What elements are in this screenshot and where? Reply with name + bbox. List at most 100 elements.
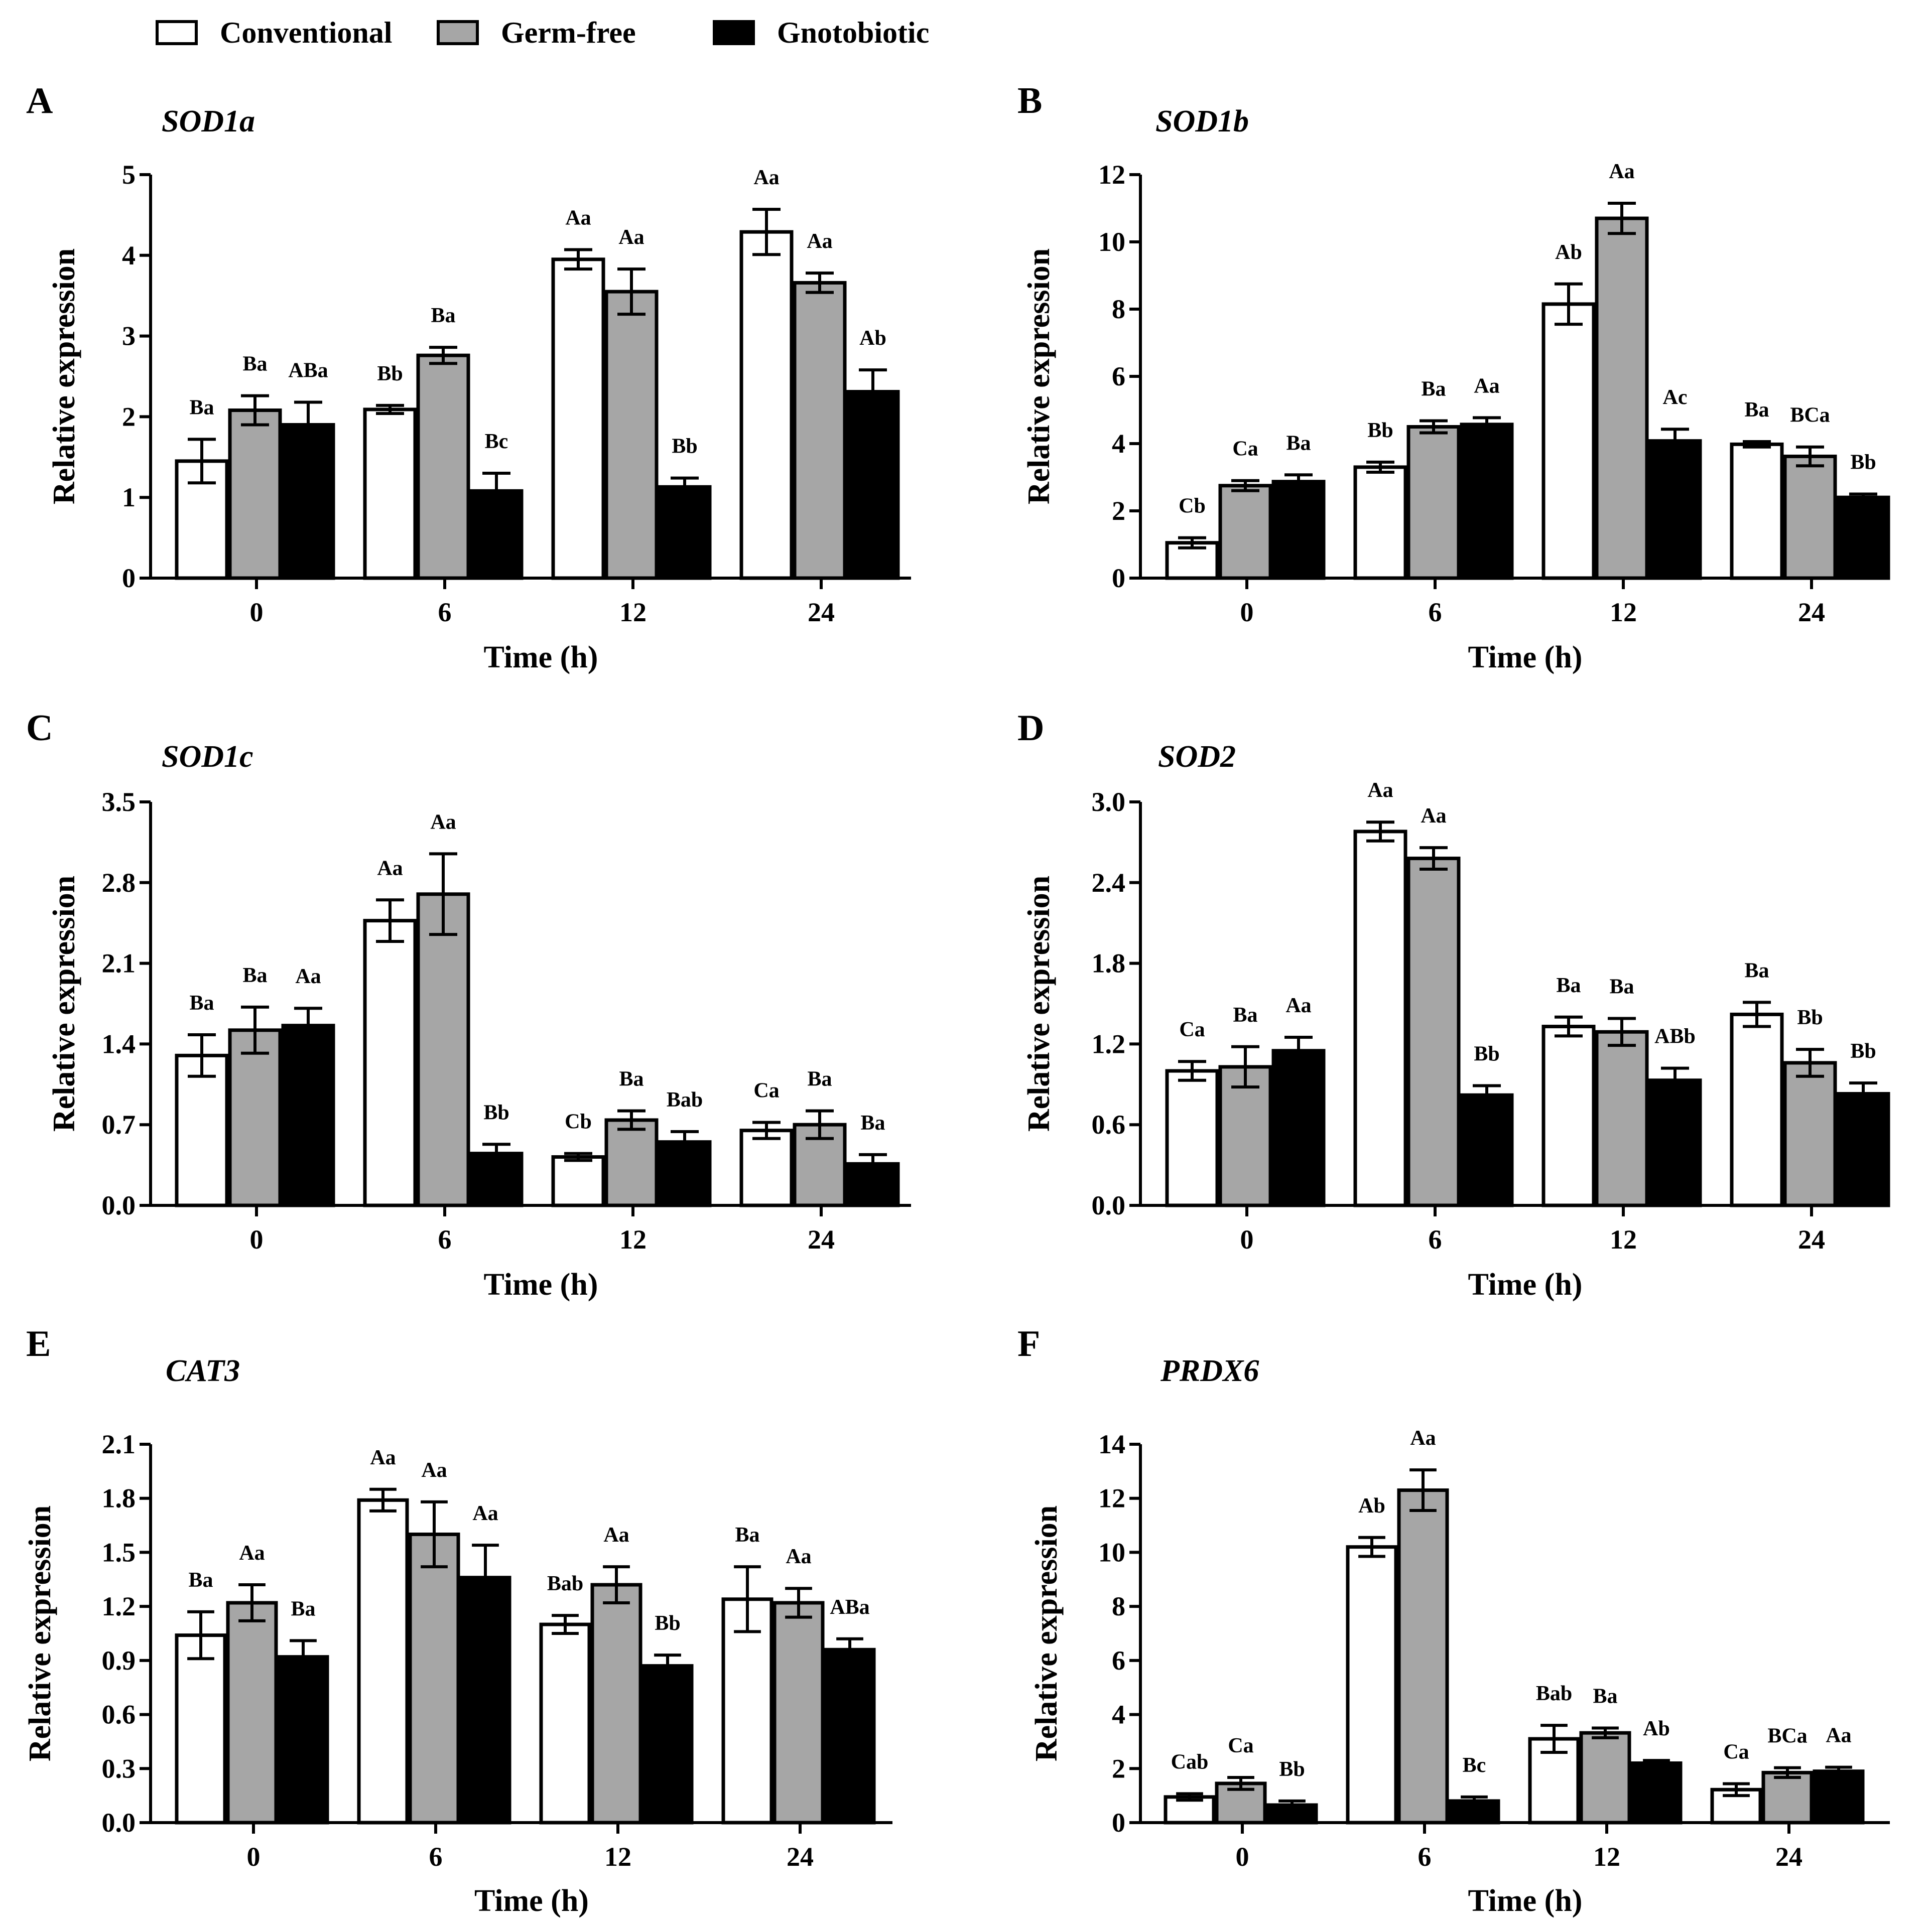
error-bar [1420,846,1448,871]
significance-label: Aa [239,1542,265,1565]
error-bar [859,1153,887,1175]
error-bar [564,248,592,271]
y-axis-title: Relative expression [1022,248,1056,504]
x-tick-label: 24 [1775,1842,1802,1872]
significance-label: Ba [188,1569,213,1592]
error-bar [1643,1759,1670,1767]
significance-label: Aa [618,226,644,249]
error-bar [1592,1726,1619,1739]
error-bar [1284,1036,1313,1066]
bar-conventional [1353,465,1407,580]
y-tick-label: 6 [1112,361,1125,391]
error-bar [1473,1084,1501,1106]
x-tick-label: 12 [619,1224,647,1255]
error-bar [1473,416,1501,433]
error-bar [369,1487,397,1512]
significance-label: Bab [667,1088,703,1112]
error-bar [1608,1017,1636,1047]
significance-label: Ba [619,1068,643,1091]
significance-label: Bb [377,362,403,385]
error-bar [671,1130,699,1154]
significance-label: Aa [430,810,456,834]
y-tick-label: 12 [1098,1483,1125,1514]
error-bar [1366,820,1394,843]
significance-label: Aa [753,166,779,189]
significance-label: Bc [1463,1754,1486,1777]
bar-conventional [363,407,417,580]
y-tick-label: 0.7 [102,1110,136,1140]
bar-germ-free [1406,857,1461,1207]
bar-gnotobiotic [281,1024,335,1207]
significance-label: Cab [1171,1750,1209,1773]
x-tick-label: 0 [250,1224,264,1255]
bar-conventional [739,230,794,580]
x-tick-label: 12 [1593,1842,1620,1872]
bar-conventional [175,1053,229,1207]
y-tick-label: 3 [122,321,136,351]
bar-germ-free [793,281,847,580]
error-bar [482,1143,510,1165]
y-tick-label: 2.1 [102,948,136,979]
error-bar [806,271,834,294]
bar-germ-free [1397,1488,1449,1825]
x-tick-label: 0 [247,1842,261,1872]
bar-conventional [1353,830,1407,1207]
error-bar [188,438,216,485]
significance-label: Ba [431,304,455,327]
bar-gnotobiotic [1648,1078,1702,1207]
error-bar [654,1654,681,1679]
y-axis-title: Relative expression [1029,1505,1064,1761]
bar-conventional [1730,442,1784,580]
x-tick-label: 0 [1240,1224,1254,1255]
error-bar [188,1033,216,1078]
y-tick-label: 10 [1098,1537,1125,1567]
significance-label: Aa [1421,804,1446,828]
significance-label: Aa [565,207,591,230]
bar-germ-free [228,1028,282,1207]
panel-letter: F [1017,1323,1040,1364]
legend-label-3: Gnotobiotic [777,16,929,49]
panel-e: E CAT3 Relative expression 0.0 0.3 0.6 0.9 1.2 1… [23,1323,892,1918]
bar-gnotobiotic [824,1647,876,1825]
y-tick-label: 3.5 [102,787,136,817]
y-tick-label: 6 [1112,1645,1125,1676]
bar-germ-free [1783,454,1837,580]
significance-label: Bb [1850,1040,1876,1063]
y-tick-label: 0 [1112,563,1125,593]
bar-gnotobiotic [277,1655,329,1825]
y-tick-label: 14 [1098,1429,1125,1459]
legend: Conventional Germ-free Gnotobiotic [156,16,929,49]
gene-title: SOD1a [162,104,255,139]
error-bar [1743,1001,1771,1028]
significance-label: Aa [1285,994,1311,1017]
error-bar [734,1565,761,1633]
significance-label: Aa [1474,374,1499,397]
bar-conventional [1541,1025,1596,1207]
error-bar [241,1005,269,1055]
bar-germ-free [1595,1030,1649,1207]
significance-label: Ab [1555,241,1582,264]
error-bar [552,1614,579,1635]
bar-conventional [175,1633,227,1825]
bar-gnotobiotic [459,1576,511,1825]
significance-label: Ba [291,1597,315,1620]
error-bar [1227,1776,1254,1791]
significance-label: Aa [377,857,403,880]
significance-label: Ba [1421,377,1446,400]
x-tick-label: 0 [1240,597,1254,627]
legend-swatch-2 [437,20,479,45]
significance-label: Ba [1609,975,1634,998]
significance-label: Ba [1556,974,1581,997]
significance-label: Ca [1228,1734,1253,1757]
y-tick-label: 0.0 [102,1190,136,1220]
y-tick-label: 0.6 [1092,1110,1126,1140]
y-tick-label: 2.1 [102,1429,136,1459]
error-bar [1540,1724,1568,1754]
significance-label: Aa [370,1446,396,1469]
bar-germ-free [1783,1061,1837,1207]
error-bar [1796,1048,1824,1078]
error-bar [617,267,646,316]
error-bar [1176,1792,1203,1802]
error-bar [752,208,781,256]
